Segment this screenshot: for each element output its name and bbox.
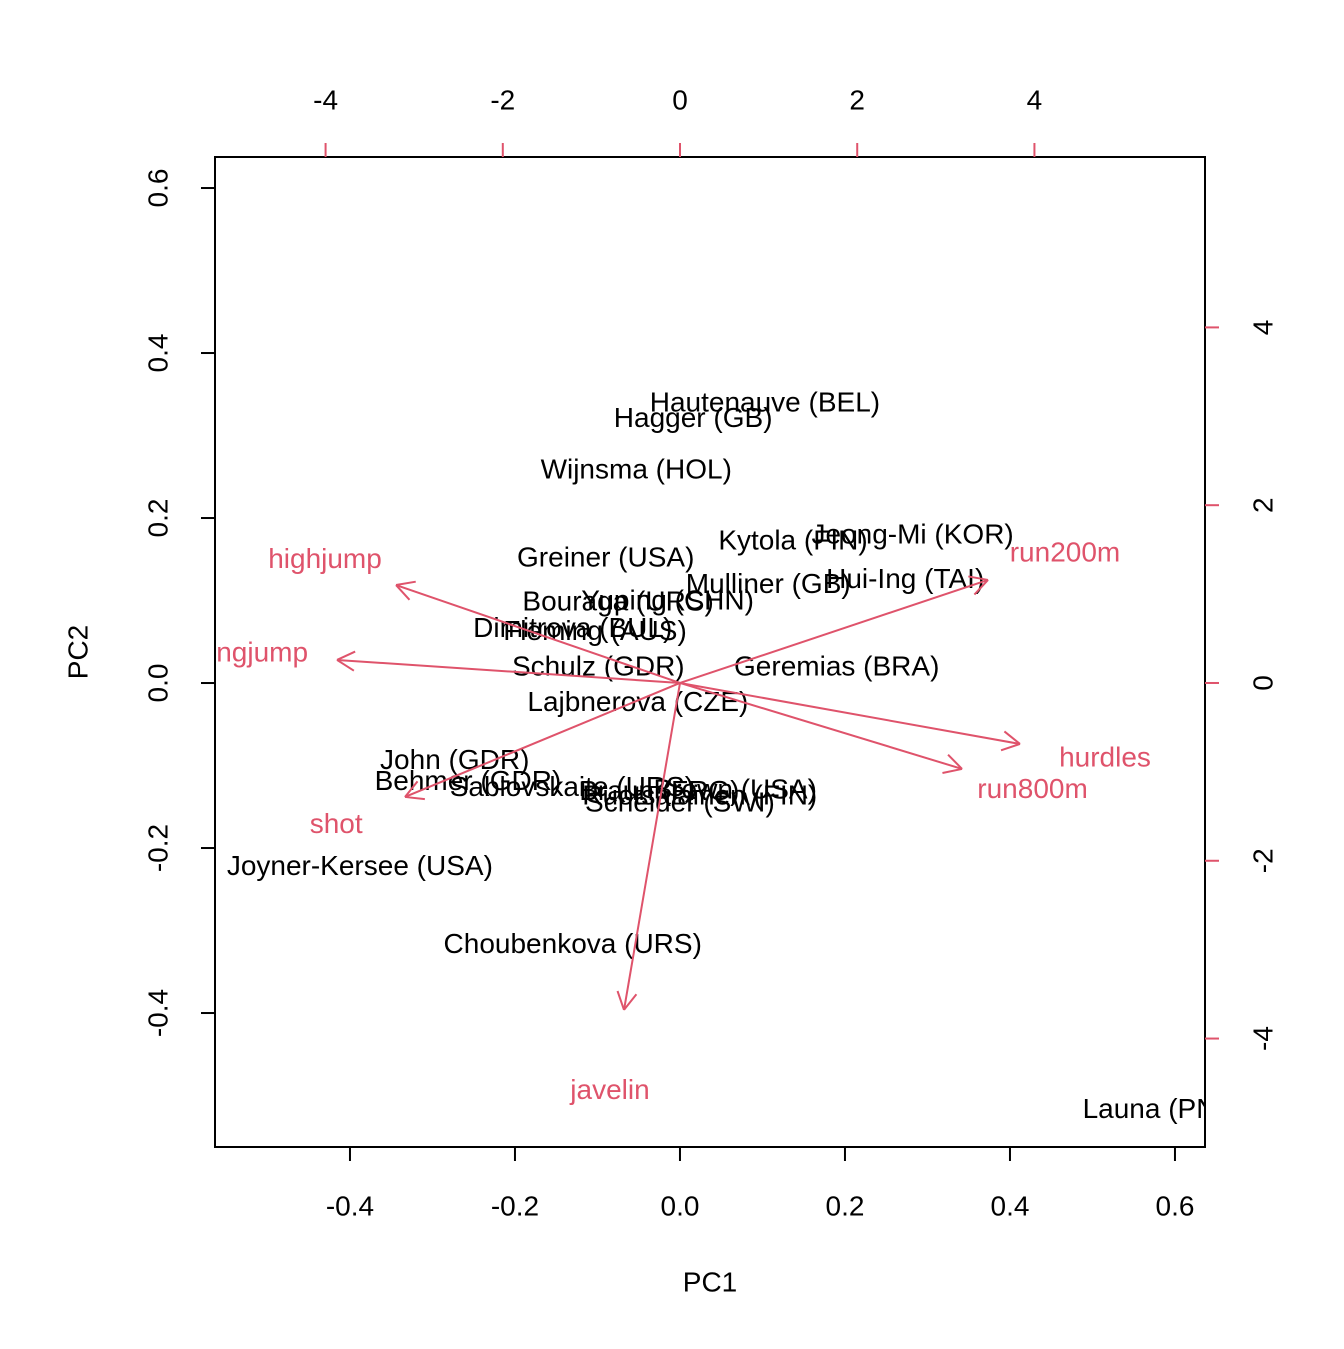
arrow-head [1000,743,1021,752]
loading-arrow [679,681,1021,745]
loading-label: javelin [569,1074,649,1105]
x-tick-label: 0.6 [1156,1190,1195,1221]
x2-tick-label: -4 [313,84,338,115]
point-label: Joyner-Kersee (USA) [227,850,493,881]
point-label: Wijnsma (HOL) [541,453,732,484]
y2-tick-label: 0 [1247,675,1278,691]
y-tick-label: -0.2 [142,824,173,872]
arrow-head [404,795,425,801]
x2-tick-label: 4 [1027,84,1043,115]
x-tick-label: -0.2 [491,1190,539,1221]
y-tick-label: -0.4 [142,989,173,1037]
loading-label: highjump [268,543,382,574]
plot-area: Hautenauve (BEL)Hagger (GB) Wijnsma (HOL)… [194,387,1248,1124]
y2-tick-label: 4 [1247,320,1278,336]
loading-arrow [404,682,681,798]
arrow-head [395,584,411,601]
y-tick-label: 0.4 [142,334,173,373]
y-axis-title: PC2 [62,625,93,679]
y2-tick-label: -4 [1247,1026,1278,1051]
arrow-head [1003,730,1021,745]
y2-tick-label: -2 [1247,848,1278,873]
x2-tick-label: -2 [490,84,515,115]
x-tick-label: 0.4 [991,1190,1030,1221]
loading-label: run800m [977,773,1088,804]
arrow-head [942,767,963,774]
point-label: Fleming (AUS) [503,615,687,646]
arrow-head [973,579,989,596]
loading-arrow [336,658,681,684]
point-label: Dimitrova (BUL) [473,612,672,643]
point-label: Jeong-Mi (KOR) [811,519,1013,550]
arrow-head [968,575,989,581]
point-label: Scheider (SWI) [585,787,775,818]
point-label: Brown (USA) [654,773,817,804]
loading-arrow [679,579,989,684]
arrow-head [336,650,356,661]
plot-frame [214,156,1206,1148]
point-label: Mulliner (GB) [686,568,851,599]
arrow-head [947,753,963,770]
x-tick-label: 0.0 [661,1190,700,1221]
x-tick-label: -0.4 [326,1190,374,1221]
x2-tick-label: 0 [672,84,688,115]
point-label: Lajbnerova (CZE) [527,686,748,717]
loading-arrow [395,584,681,684]
arrow-head [404,780,419,798]
point-label: Hagger (GB) [614,402,773,433]
point-label: Ruotsalainen (FIN) [582,779,817,810]
arrow-head [336,659,355,672]
loading-arrow [623,682,681,1011]
loading-label: hurdles [1059,742,1151,773]
arrow-head [623,993,638,1011]
point-label: Kytola (FIN) [718,524,867,555]
point-label: Bouraga (URS) [522,585,713,616]
y-tick-label: 0.0 [142,664,173,703]
point-label: John (GDR) [380,744,529,775]
y-tick-label: 0.6 [142,169,173,208]
loading-label: shot [310,808,363,839]
loading-arrow [679,682,963,770]
arrow-head [395,580,416,587]
loading-label: longjump [194,637,308,668]
y-tick-label: 0.2 [142,499,173,538]
point-label: Launa (PNG) [1083,1093,1248,1124]
y2-tick-label: 2 [1247,497,1278,513]
point-label: Hui-Ing (TAI) [826,563,984,594]
point-label: Sablovskaite (URS) [450,771,694,802]
loading-label: run200m [1010,537,1121,568]
point-label: Yuping (CHN) [581,585,754,616]
x-tick-label: 0.2 [826,1190,865,1221]
x2-tick-label: 2 [849,84,865,115]
x-axis-title: PC1 [683,1266,737,1297]
point-label: Geremias (BRA) [734,651,939,682]
point-label: Hautenauve (BEL) [650,387,880,418]
arrow-head [616,990,625,1011]
point-label: Choubenkova (URS) [444,928,702,959]
point-label: Greiner (USA) [517,542,694,573]
